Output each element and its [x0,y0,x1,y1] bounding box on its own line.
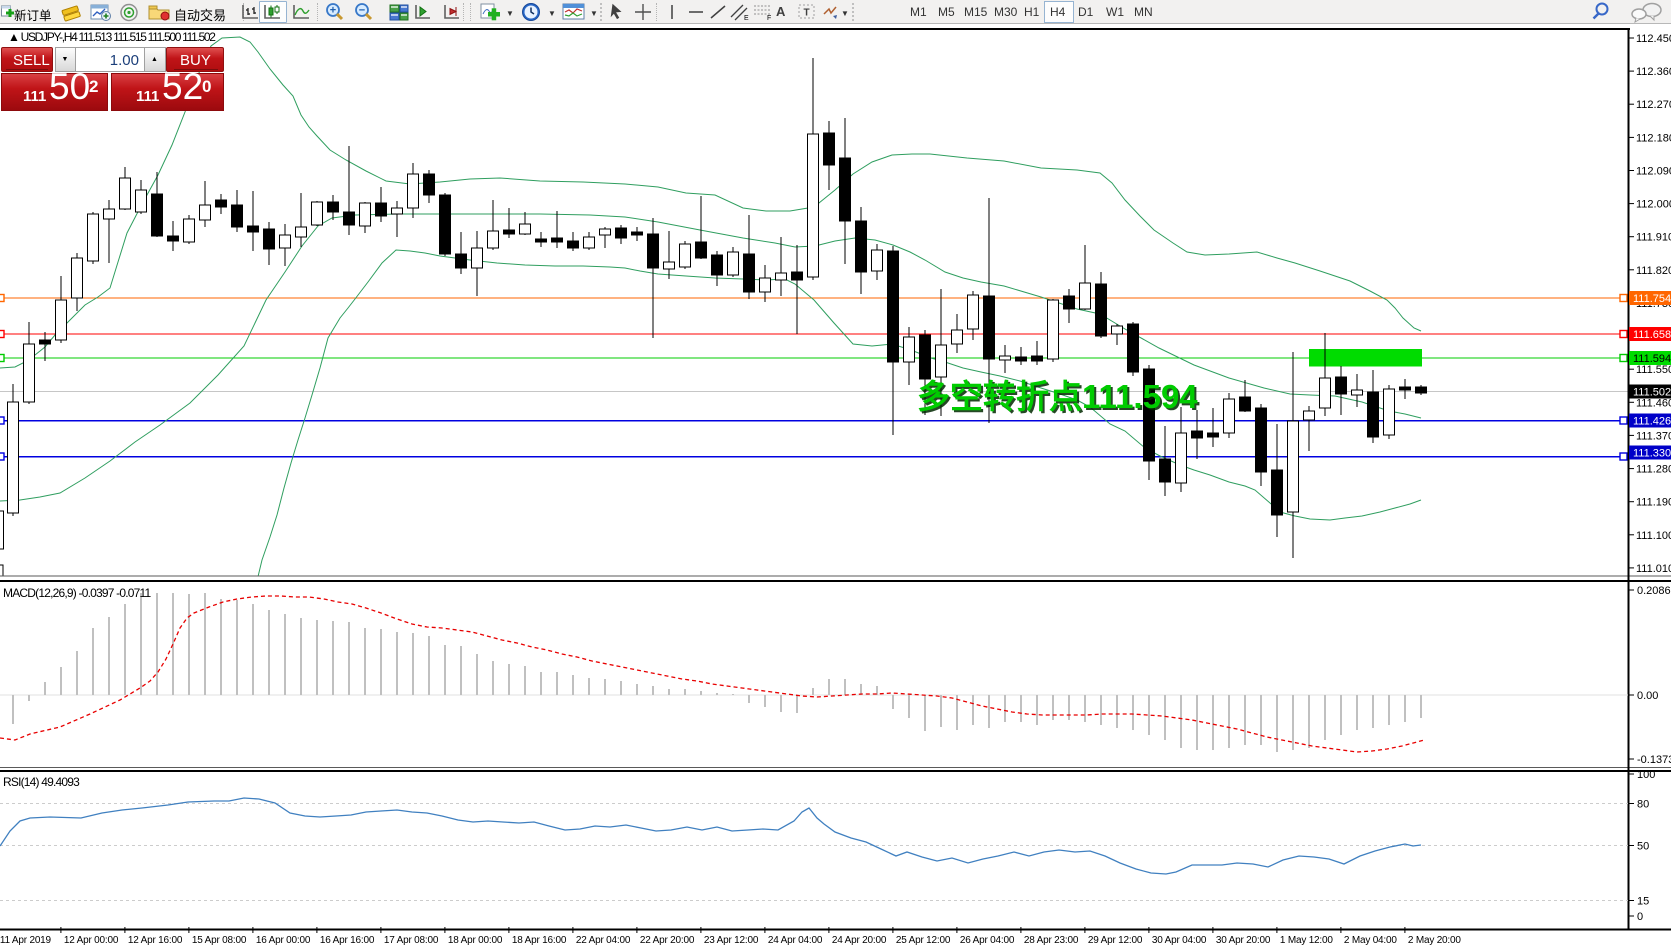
svg-text:15: 15 [1637,896,1649,908]
svg-text:112.180: 112.180 [1636,132,1671,144]
svg-text:112.270: 112.270 [1636,99,1671,111]
svg-text:+: + [330,5,336,17]
svg-text:E: E [744,15,749,22]
svg-text:18 Apr 16:00: 18 Apr 16:00 [512,935,567,946]
svg-text:28 Apr 23:00: 28 Apr 23:00 [1024,935,1079,946]
svg-text:29 Apr 12:00: 29 Apr 12:00 [1088,935,1143,946]
svg-text:1 May 12:00: 1 May 12:00 [1280,935,1333,946]
svg-text:17 Apr 08:00: 17 Apr 08:00 [384,935,439,946]
svg-text:2 May 20:00: 2 May 20:00 [1408,935,1461,946]
svg-text:22 Apr 04:00: 22 Apr 04:00 [576,935,631,946]
svg-text:111.658: 111.658 [1633,329,1671,341]
svg-text:12 Apr 16:00: 12 Apr 16:00 [128,935,183,946]
svg-text:111.330: 111.330 [1633,448,1671,460]
svg-text:16 Apr 00:00: 16 Apr 00:00 [256,935,311,946]
svg-text:111.426: 111.426 [1633,416,1671,428]
svg-text:112.000: 112.000 [1636,199,1671,211]
svg-text:22 Apr 20:00: 22 Apr 20:00 [640,935,695,946]
svg-text:112.090: 112.090 [1636,166,1671,178]
svg-text:50: 50 [1637,841,1649,853]
svg-text:111.754: 111.754 [1633,293,1671,305]
svg-text:F: F [767,15,771,22]
svg-text:111.100: 111.100 [1636,530,1671,542]
svg-text:多空转折点111.594: 多空转折点111.594 [919,380,1200,417]
svg-text:111.910: 111.910 [1636,232,1671,244]
svg-text:多空转折点111.594: 多空转折点111.594 [917,378,1198,415]
svg-text:23 Apr 12:00: 23 Apr 12:00 [704,935,759,946]
svg-text:111.010: 111.010 [1636,563,1671,575]
svg-text:2 May 04:00: 2 May 04:00 [1344,935,1397,946]
svg-text:30 Apr 20:00: 30 Apr 20:00 [1216,935,1271,946]
svg-text:111.370: 111.370 [1636,430,1671,442]
svg-text:111.502: 111.502 [1633,387,1671,399]
svg-text:80: 80 [1637,799,1649,811]
svg-text:111.820: 111.820 [1636,265,1671,277]
svg-text:0: 0 [1637,911,1643,923]
svg-text:T: T [803,8,809,19]
svg-text:111.280: 111.280 [1636,464,1671,476]
svg-text:24 Apr 04:00: 24 Apr 04:00 [768,935,823,946]
svg-text:▲ USDJPY-,H4 111.513 111.515: ▲ USDJPY-,H4 111.513 111.515 111.500 111… [8,30,216,44]
svg-text:112.360: 112.360 [1636,66,1671,78]
svg-text:111.460: 111.460 [1636,397,1671,409]
svg-text:−: − [359,5,365,17]
svg-text:0.2086: 0.2086 [1637,585,1671,597]
svg-text:111.550: 111.550 [1636,364,1671,376]
svg-text:111.190: 111.190 [1636,497,1671,509]
svg-text:11 Apr 2019: 11 Apr 2019 [0,935,52,946]
svg-text:30 Apr 04:00: 30 Apr 04:00 [1152,935,1207,946]
svg-text:24 Apr 20:00: 24 Apr 20:00 [832,935,887,946]
svg-text:15 Apr 08:00: 15 Apr 08:00 [192,935,247,946]
svg-text:26 Apr 04:00: 26 Apr 04:00 [960,935,1015,946]
svg-text:112.450: 112.450 [1636,33,1671,45]
svg-text:25 Apr 12:00: 25 Apr 12:00 [896,935,951,946]
svg-text:18 Apr 00:00: 18 Apr 00:00 [448,935,503,946]
svg-text:0.00: 0.00 [1637,690,1658,702]
svg-text:111.594: 111.594 [1633,353,1671,365]
svg-text:100: 100 [1637,769,1655,781]
svg-text:RSI(14) 49.4093: RSI(14) 49.4093 [3,775,80,789]
svg-text:16 Apr 16:00: 16 Apr 16:00 [320,935,375,946]
svg-text:-0.1373: -0.1373 [1637,754,1671,766]
svg-text:MACD(12,26,9) -0.0397 -0.0711: MACD(12,26,9) -0.0397 -0.0711 [3,586,151,600]
svg-text:12 Apr 00:00: 12 Apr 00:00 [64,935,119,946]
